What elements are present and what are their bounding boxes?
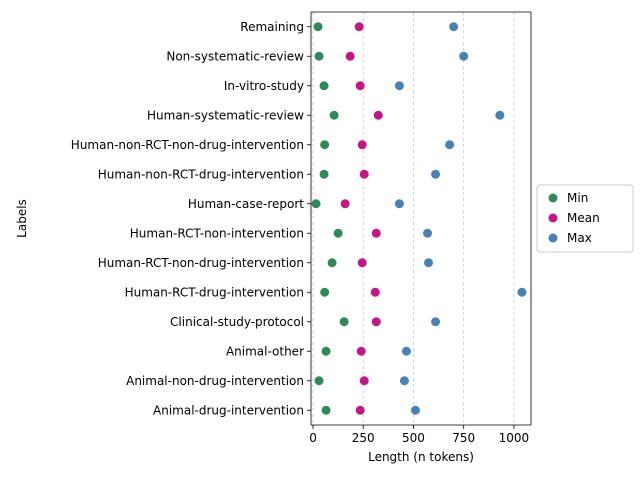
point-min-10 bbox=[339, 317, 349, 327]
x-tick-label: 250 bbox=[352, 431, 375, 445]
y-tick-label: Remaining bbox=[240, 20, 304, 34]
point-min-12 bbox=[314, 376, 324, 386]
point-max-11 bbox=[401, 346, 411, 356]
point-max-9 bbox=[517, 287, 527, 297]
legend-marker-max bbox=[548, 233, 558, 243]
legend-box bbox=[536, 184, 634, 253]
point-min-5 bbox=[319, 169, 329, 179]
point-mean-9 bbox=[370, 287, 380, 297]
point-max-1 bbox=[459, 51, 469, 61]
y-axis-title: Labels bbox=[15, 199, 29, 238]
point-max-0 bbox=[449, 22, 459, 32]
point-max-8 bbox=[424, 258, 434, 268]
y-tick-label: In-vitro-study bbox=[224, 79, 304, 93]
legend-marker-mean bbox=[548, 213, 558, 223]
point-max-4 bbox=[445, 140, 455, 150]
point-max-10 bbox=[431, 317, 441, 327]
point-min-3 bbox=[329, 110, 339, 120]
legend-label: Min bbox=[567, 191, 588, 205]
y-tick-label: Human-RCT-non-intervention bbox=[130, 226, 304, 240]
point-min-1 bbox=[314, 51, 324, 61]
legend-label: Mean bbox=[567, 211, 600, 225]
y-tick-label: Clinical-study-protocol bbox=[170, 315, 304, 329]
point-mean-4 bbox=[357, 140, 367, 150]
legend: Min Mean Max bbox=[536, 184, 634, 253]
y-tick-label: Animal-drug-intervention bbox=[153, 403, 304, 417]
point-mean-5 bbox=[359, 169, 369, 179]
y-tick-label: Human-non-RCT-drug-intervention bbox=[98, 167, 304, 181]
point-mean-10 bbox=[371, 317, 381, 327]
point-min-0 bbox=[313, 22, 323, 32]
point-min-2 bbox=[319, 81, 329, 91]
y-tick-label: Animal-other bbox=[226, 344, 304, 358]
point-mean-12 bbox=[359, 376, 369, 386]
y-tick-label: Human-RCT-non-drug-intervention bbox=[98, 256, 304, 270]
point-min-4 bbox=[320, 140, 330, 150]
x-axis-title: Length (n tokens) bbox=[368, 450, 474, 464]
legend-label: Max bbox=[567, 231, 592, 245]
point-max-12 bbox=[399, 376, 409, 386]
x-tick-label: 1000 bbox=[499, 431, 530, 445]
x-tick-label: 0 bbox=[309, 431, 317, 445]
point-mean-8 bbox=[357, 258, 367, 268]
point-max-3 bbox=[495, 110, 505, 120]
x-tick-label: 500 bbox=[402, 431, 425, 445]
point-min-11 bbox=[321, 346, 331, 356]
point-min-9 bbox=[320, 287, 330, 297]
point-min-6 bbox=[311, 199, 321, 209]
y-tick-label: Human-case-report bbox=[188, 197, 304, 211]
legend-marker-min bbox=[548, 193, 558, 203]
grid-layer bbox=[312, 12, 515, 425]
y-tick-label: Human-RCT-drug-intervention bbox=[125, 285, 304, 299]
point-mean-3 bbox=[373, 110, 383, 120]
point-max-6 bbox=[394, 199, 404, 209]
x-tick-label: 750 bbox=[452, 431, 475, 445]
point-mean-1 bbox=[345, 51, 355, 61]
point-max-13 bbox=[410, 405, 420, 415]
y-tick-label: Animal-non-drug-intervention bbox=[126, 374, 304, 388]
axes-layer: 0 250 500 750 1000 Remaining Non-systematic-re… bbox=[15, 11, 532, 464]
point-max-7 bbox=[423, 228, 433, 238]
point-max-2 bbox=[394, 81, 404, 91]
y-tick-label: Non-systematic-review bbox=[166, 49, 304, 63]
point-mean-6 bbox=[340, 199, 350, 209]
point-mean-7 bbox=[371, 228, 381, 238]
point-mean-13 bbox=[355, 405, 365, 415]
point-min-8 bbox=[327, 258, 337, 268]
point-max-5 bbox=[431, 169, 441, 179]
marks-layer bbox=[311, 22, 527, 415]
point-min-13 bbox=[321, 405, 331, 415]
point-mean-11 bbox=[356, 346, 366, 356]
point-min-7 bbox=[333, 228, 343, 238]
y-tick-label: Human-non-RCT-non-drug-intervention bbox=[71, 138, 304, 152]
point-mean-0 bbox=[354, 22, 364, 32]
y-tick-label: Human-systematic-review bbox=[147, 108, 304, 122]
point-mean-2 bbox=[355, 81, 365, 91]
